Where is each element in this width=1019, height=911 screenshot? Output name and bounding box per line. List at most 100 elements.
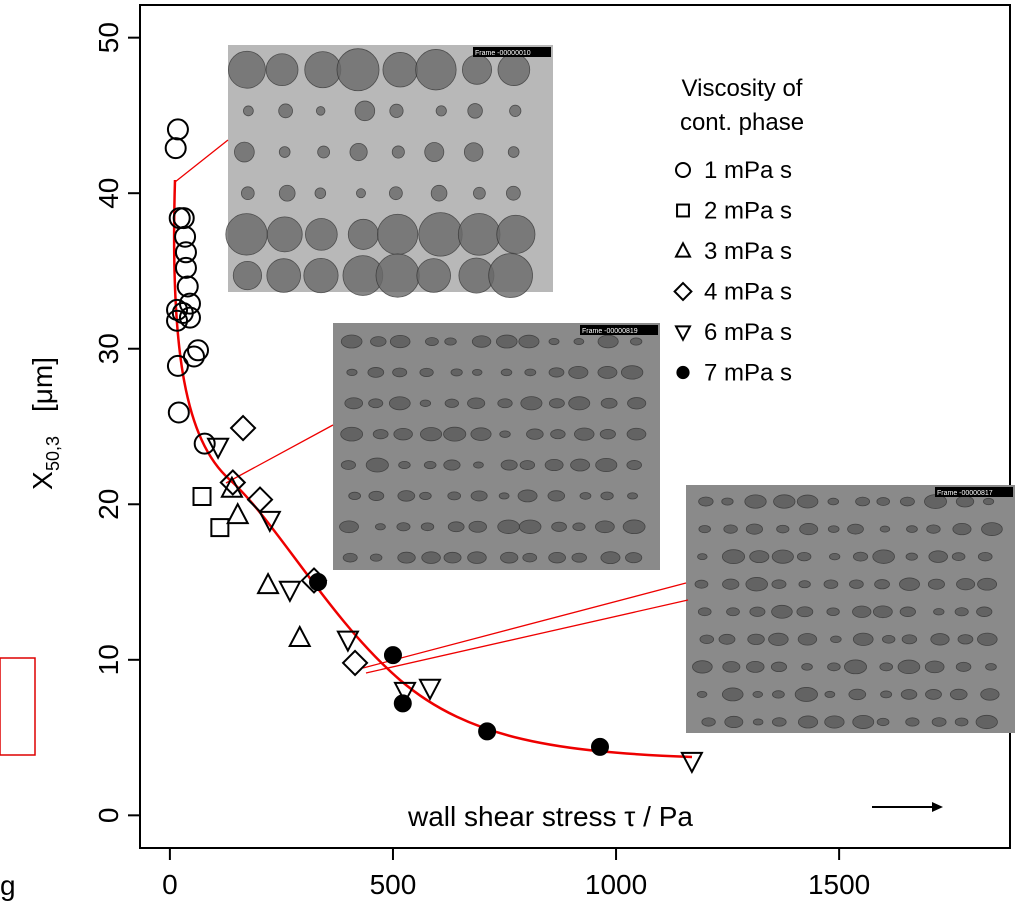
droplet [388,396,411,411]
droplet [957,634,974,645]
droplet [368,398,384,409]
droplet [595,520,615,534]
droplet [597,366,618,379]
droplet [925,689,942,700]
droplet [698,496,714,507]
droplet [954,717,969,727]
droplet [954,607,969,617]
droplet [905,717,920,727]
x-tick-label: 0 [162,869,178,900]
droplet [579,492,592,500]
point [192,486,212,506]
droplet [692,660,713,674]
droplet [722,578,740,590]
droplet [796,552,812,562]
point [166,309,189,332]
droplet [626,460,642,471]
droplet [956,578,976,591]
legend-title: cont. phase [680,109,804,136]
droplet [241,186,255,201]
droplet [548,367,565,378]
frame-label: Frame -00000817 [937,490,993,497]
droplet [597,334,619,349]
droplet [827,525,840,533]
droplet [627,397,647,410]
droplet [367,367,385,378]
droplet [346,368,358,377]
droplet [852,605,872,618]
droplet [518,519,542,534]
droplet [344,397,364,410]
droplet [852,551,869,562]
droplet [499,430,511,438]
point [246,486,274,514]
droplet [571,552,587,563]
droplet [342,552,358,563]
droplet [389,186,403,201]
droplet [522,552,538,563]
droplet [823,579,839,589]
x-label: wall shear stress τ / Pa [407,801,693,832]
droplet [424,142,445,162]
droplet [548,398,565,409]
droplet [772,717,787,727]
droplet [827,497,840,506]
droplet [278,184,296,202]
point [309,573,328,592]
droplet [897,659,921,675]
frame-label: Frame -00000010 [475,50,531,57]
point [288,624,312,648]
droplet [952,523,972,536]
droplet [852,715,875,729]
x-tick-label: 1000 [585,869,647,900]
droplet [573,338,585,346]
droplet [488,253,533,298]
x-tick-label: 500 [370,869,417,900]
droplet [574,427,595,441]
droplet [955,495,975,508]
droplet [461,54,493,85]
droplet [398,461,411,470]
droplet [377,213,419,255]
droplet [826,607,840,617]
point [278,580,302,603]
droplet [347,218,379,250]
droplet [829,552,841,561]
droplet [419,427,443,442]
point [174,225,197,248]
droplet [544,458,564,472]
droplet [699,634,715,644]
droplet [303,257,339,294]
red-box [0,657,36,756]
droplet [372,429,389,440]
droplet [392,367,408,378]
droplet [506,185,521,201]
x-arrow-head [932,802,943,812]
droplet [797,715,819,729]
droplet [949,688,968,701]
droplet [801,663,813,671]
legend-marker [676,365,690,380]
point [168,207,191,230]
droplet [423,460,437,470]
droplet [771,579,787,590]
legend-label: 1 mPa s [704,157,792,184]
droplet [721,497,734,506]
droplet [228,50,266,89]
point [166,354,189,377]
y-tick-label: 50 [93,22,124,53]
droplet [981,522,1003,536]
droplet [926,524,941,534]
droplet [470,490,488,502]
droplet [354,100,376,122]
droplet [340,334,363,349]
droplet [798,580,811,589]
droplet [718,633,736,645]
droplet [349,142,368,162]
droplet [467,551,487,564]
droplet [931,717,947,727]
droplet [507,146,520,158]
droplet [234,141,255,163]
y-label-main: X [27,471,58,490]
droplet [771,549,794,564]
